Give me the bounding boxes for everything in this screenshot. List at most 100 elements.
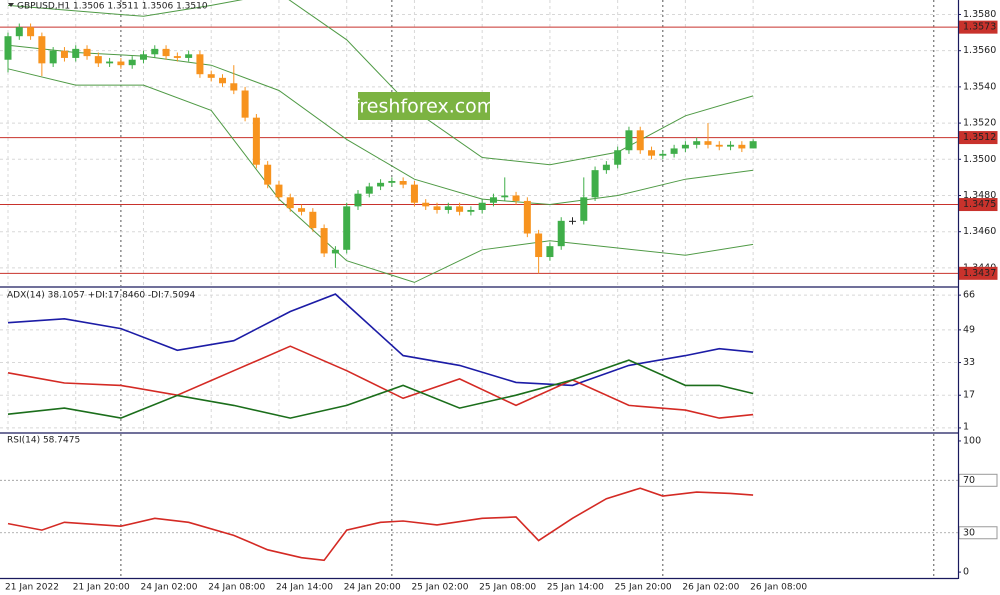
candle-body	[252, 117, 260, 165]
candle-body	[602, 164, 610, 171]
candle-body	[591, 170, 599, 198]
x-tick-label: 25 Jan 14:00	[547, 583, 604, 593]
y-tick-label: 1.3560	[963, 45, 996, 56]
candle-body	[27, 27, 35, 37]
candle-body	[94, 56, 102, 64]
level-label: 30	[963, 527, 975, 538]
level-label: 1.3512	[963, 132, 996, 143]
candle-body	[309, 211, 317, 229]
x-tick-label: 26 Jan 08:00	[750, 583, 807, 593]
candle-body	[298, 208, 306, 212]
candle-body	[444, 206, 452, 210]
candle-body	[410, 184, 418, 203]
y-tick-label: 0	[963, 567, 969, 578]
y-tick-label: 1.3480	[963, 190, 996, 201]
candle-body	[275, 184, 283, 198]
watermark-box	[358, 92, 490, 120]
candle-body	[715, 144, 723, 147]
x-tick-label: 24 Jan 08:00	[208, 583, 265, 593]
indicator-line	[7, 487, 754, 562]
candle-body	[354, 193, 362, 207]
candle-body	[580, 197, 588, 221]
watermark: freshforex.com	[353, 96, 496, 118]
candle-body	[185, 54, 193, 58]
y-tick-label: 17	[963, 390, 975, 401]
candle-body	[196, 54, 204, 75]
candle-body	[738, 144, 746, 149]
candle-body	[478, 202, 486, 210]
indicator-line	[7, 293, 754, 387]
panel-title: ADX(14) 38.1057 +DI:17.8460 -DI:7.5094	[7, 291, 196, 301]
candle-body	[693, 141, 701, 145]
candle-body	[512, 195, 520, 201]
candle-body	[557, 220, 565, 247]
panel	[0, 289, 958, 432]
candle-body	[162, 48, 170, 57]
level-label: 70	[963, 475, 975, 486]
candle-body	[388, 181, 396, 183]
y-tick-label: 1.3540	[963, 81, 996, 92]
y-tick-label: 1	[963, 422, 969, 433]
candle-body	[523, 200, 531, 234]
candle-body	[173, 56, 181, 58]
level-label: 1.3475	[963, 199, 996, 210]
candle-body	[625, 130, 633, 151]
x-tick-label: 26 Jan 02:00	[682, 583, 739, 593]
y-tick-label: 33	[963, 357, 975, 368]
candle-body	[377, 182, 385, 187]
candle-body	[636, 130, 644, 151]
candle-body	[681, 144, 689, 149]
panel-title: GBPUSD,H1 1.3506 1.3511 1.3506 1.3510	[17, 2, 208, 12]
candle-body	[399, 181, 407, 185]
x-tick-label: 21 Jan 20:00	[73, 583, 130, 593]
candle-body	[433, 206, 441, 210]
symbol-menu-icon[interactable]	[8, 3, 14, 7]
candle-body	[614, 150, 622, 165]
candle-body	[139, 54, 147, 60]
candle-body	[365, 186, 373, 194]
candle-body	[648, 150, 656, 156]
x-tick-label: 25 Jan 08:00	[479, 583, 536, 593]
x-tick-label: 24 Jan 14:00	[276, 583, 333, 593]
candle-body	[60, 50, 68, 58]
candle-body	[15, 27, 23, 37]
candle-body	[670, 148, 678, 154]
candle-body	[72, 48, 80, 58]
candle-body	[83, 48, 91, 57]
candle-body	[749, 141, 757, 149]
candle-body	[117, 61, 125, 66]
candle-body	[659, 153, 667, 156]
candle-body	[4, 36, 12, 60]
y-tick-label: 1.3580	[963, 9, 996, 20]
candle-body	[569, 220, 576, 222]
candle-body	[49, 50, 57, 64]
x-tick-label: 24 Jan 20:00	[344, 583, 401, 593]
candle-body	[422, 202, 430, 207]
candle-body	[704, 141, 712, 145]
bollinger-band	[7, 68, 754, 283]
candle-body	[727, 144, 735, 147]
panel	[0, 434, 958, 578]
y-tick-label: 1.3500	[963, 154, 996, 165]
x-tick-label: 25 Jan 20:00	[615, 583, 672, 593]
level-label: 1.3437	[963, 268, 996, 279]
candle-body	[456, 206, 464, 212]
candle-body	[151, 48, 159, 55]
x-tick-label: 25 Jan 02:00	[411, 583, 468, 593]
x-tick-label: 21 Jan 2022	[5, 583, 59, 593]
candle-body	[38, 36, 46, 64]
y-tick-label: 1.3520	[963, 118, 996, 129]
y-tick-label: 1.3460	[963, 226, 996, 237]
candle-body	[219, 77, 227, 84]
candle-body	[230, 83, 238, 91]
candle-body	[501, 195, 509, 198]
candle-body	[343, 206, 351, 250]
indicator-line	[7, 345, 754, 419]
level-label: 1.3573	[963, 22, 996, 33]
candle-body	[546, 246, 554, 258]
candle-body	[467, 209, 475, 212]
candle-body	[207, 74, 215, 78]
candle-body	[264, 164, 272, 185]
